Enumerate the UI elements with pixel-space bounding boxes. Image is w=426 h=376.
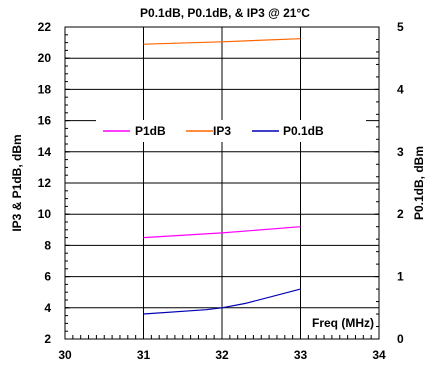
- x-tick-label: 31: [137, 348, 151, 362]
- y-right-tick-label: 3: [397, 145, 404, 159]
- series-layer: [143, 38, 301, 315]
- x-tick-label: 30: [58, 348, 72, 362]
- y-right-tick-label: 1: [397, 270, 404, 284]
- y-axis-label-right: P0.1dB, dBm: [412, 146, 426, 220]
- y-left-tick-label: 18: [38, 82, 52, 96]
- x-axis-label: Freq (MHz): [312, 316, 374, 330]
- legend-label: P1dB: [135, 124, 166, 138]
- legend-label: P0.1dB: [283, 124, 324, 138]
- y-left-tick-label: 6: [44, 270, 51, 284]
- x-tick-label: 33: [294, 348, 308, 362]
- y-left-tick-label: 4: [44, 301, 51, 315]
- y-left-tick-label: 14: [38, 145, 52, 159]
- y-left-tick-label: 8: [44, 238, 51, 252]
- series-line-ip3: [143, 38, 301, 45]
- legend-label: IP3: [213, 124, 231, 138]
- y-left-tick-label: 12: [38, 176, 52, 190]
- y-left-tick-label: 16: [38, 114, 52, 128]
- legend-background: [96, 120, 366, 142]
- y-axis-label-left: IP3 & P1dB, dBm: [10, 134, 24, 231]
- legend: P1dB IP3 P0.1dB: [96, 120, 366, 142]
- series-line-p1db: [143, 226, 301, 239]
- grid-layer: [65, 27, 379, 339]
- y-left-tick-label: 2: [44, 332, 51, 346]
- y-left-tick-label: 22: [38, 20, 52, 34]
- y-right-tick-label: 0: [397, 332, 404, 346]
- y-right-tick-label: 5: [397, 20, 404, 34]
- y-right-tick-label: 4: [397, 82, 404, 96]
- x-tick-label: 34: [372, 348, 386, 362]
- y-left-tick-label: 20: [38, 51, 52, 65]
- series-line-p0-1db: [143, 288, 301, 315]
- x-tick-label: 32: [215, 348, 229, 362]
- y-left-tick-label: 10: [38, 207, 52, 221]
- y-right-tick-label: 2: [397, 207, 404, 221]
- chart-title: P0.1dB, P0.1dB, & IP3 @ 21°C: [140, 6, 310, 20]
